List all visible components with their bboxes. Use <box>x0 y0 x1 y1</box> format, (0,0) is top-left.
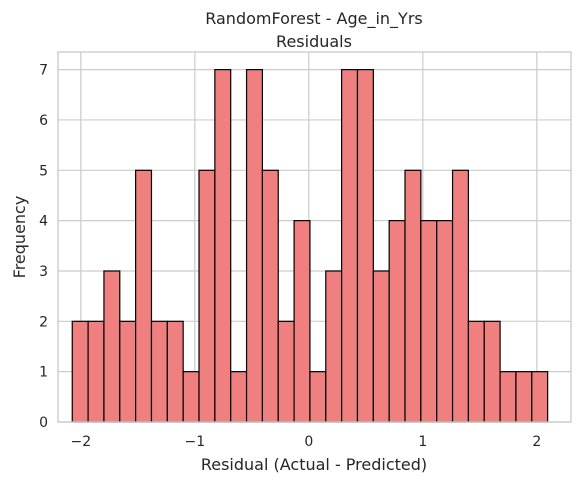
x-tick-label: 1 <box>418 434 427 450</box>
histogram-bar <box>261 169 279 423</box>
histogram-bar <box>87 320 105 423</box>
plot-frame <box>57 51 572 423</box>
histogram-bar <box>483 320 501 423</box>
histogram-bar <box>103 270 121 423</box>
chart-subtitle: Residuals <box>276 32 352 51</box>
y-tick-label: 4 <box>39 214 48 230</box>
x-tick-label: 2 <box>532 434 541 450</box>
chart-title: RandomForest - Age_in_Yrs <box>205 9 423 29</box>
histogram-bar <box>467 320 485 423</box>
histogram-bar <box>420 220 438 423</box>
histogram-bar <box>531 371 549 423</box>
histogram-bar <box>293 220 311 423</box>
histogram-bar <box>277 320 295 423</box>
histogram-bar <box>356 69 374 423</box>
histogram-bar <box>71 320 89 423</box>
y-tick-labels: 0 1 2 3 4 5 6 7 <box>39 63 48 431</box>
histogram-bar <box>515 371 533 423</box>
y-axis-label: Frequency <box>10 196 29 279</box>
x-tick-label: 0 <box>304 434 313 450</box>
y-tick-label: 2 <box>39 314 48 330</box>
y-tick-label: 5 <box>39 163 48 179</box>
histogram-bar <box>135 169 153 423</box>
histogram-bar <box>150 320 168 423</box>
x-tick-label: −1 <box>184 434 205 450</box>
x-axis-label: Residual (Actual - Predicted) <box>201 455 427 474</box>
histogram-bar <box>404 169 422 423</box>
histogram-bar <box>388 220 406 423</box>
histogram-bar <box>451 169 469 423</box>
histogram-bar <box>325 270 343 423</box>
histogram-bar <box>230 371 248 423</box>
x-tick-labels: −2 −1 0 1 2 <box>70 434 541 450</box>
histogram-bar <box>499 371 517 423</box>
histogram-bar <box>341 69 359 423</box>
histogram-bar <box>309 371 327 423</box>
y-tick-label: 6 <box>39 113 48 129</box>
histogram-bar <box>119 320 137 423</box>
histogram-bar <box>372 270 390 423</box>
histogram-bar <box>166 320 184 423</box>
y-tick-label: 1 <box>39 365 48 381</box>
histogram-bars <box>71 69 549 423</box>
histogram-bar <box>245 69 264 423</box>
y-tick-label: 3 <box>39 264 48 280</box>
histogram-bar <box>198 169 216 423</box>
histogram-bar <box>436 220 454 423</box>
histogram-bar <box>214 69 232 423</box>
y-tick-label: 7 <box>39 63 48 79</box>
y-tick-label: 0 <box>39 415 48 431</box>
x-tick-label: −2 <box>70 434 91 450</box>
histogram-bar <box>182 371 200 423</box>
